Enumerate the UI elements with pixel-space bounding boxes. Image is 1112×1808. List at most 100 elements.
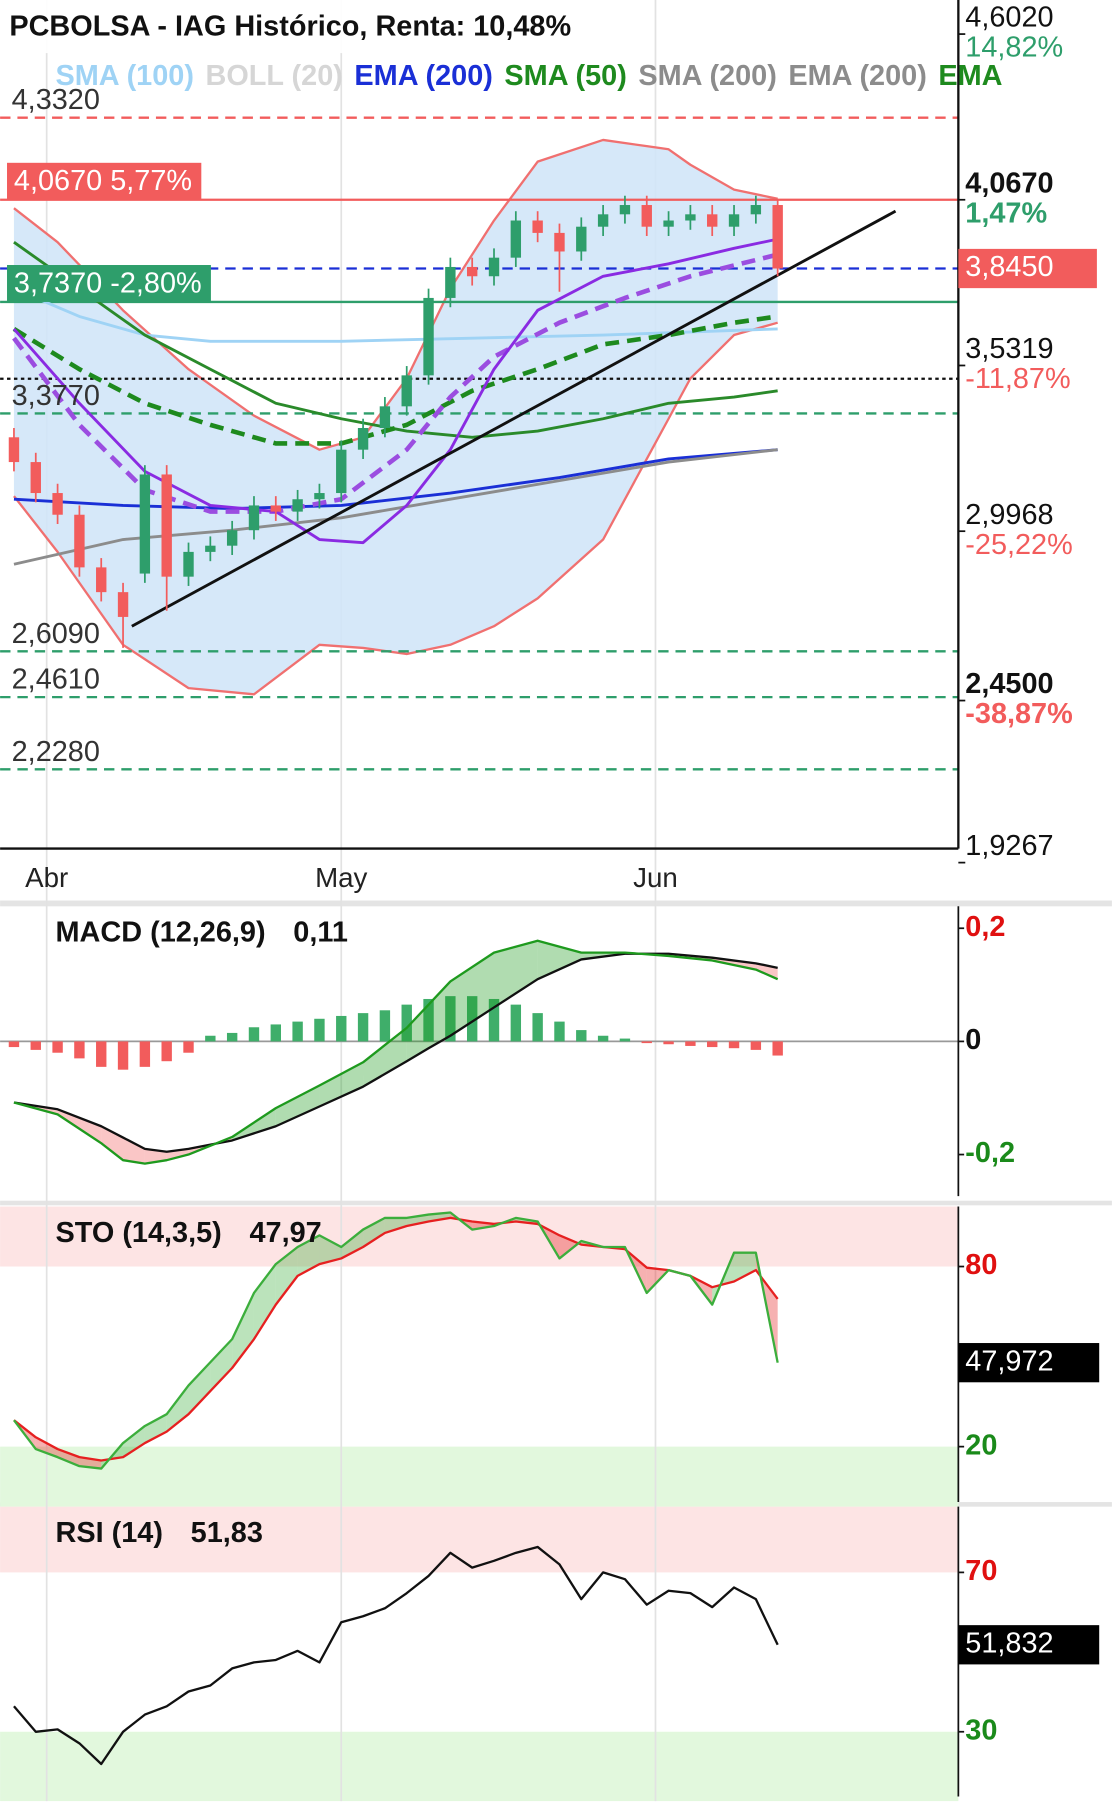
histogram-bar <box>466 996 478 1042</box>
last-price-label: 3,8450 <box>965 251 1053 283</box>
histogram-bar <box>139 1041 151 1067</box>
overlay-line <box>131 209 897 628</box>
histogram-bar <box>685 1041 696 1046</box>
candle-body <box>554 232 565 252</box>
candle-body <box>161 474 172 577</box>
legend-entry: EMA <box>938 60 1002 92</box>
candle-body <box>772 205 783 269</box>
indicator-label: MACD (12,26,9) <box>56 917 266 949</box>
legend-entry: SMA (50) <box>504 60 626 92</box>
macd-line <box>13 939 779 1165</box>
candle-body <box>357 428 369 450</box>
title-box <box>0 0 581 54</box>
y-tick-label: 4,6020 <box>965 2 1053 34</box>
histogram-bar <box>74 1041 85 1059</box>
y-tick-label: 1,9267 <box>965 830 1053 862</box>
y-tick-label: 20 <box>965 1429 997 1461</box>
candle-body <box>510 220 522 258</box>
candle-body <box>336 449 347 494</box>
histogram-bar <box>161 1041 172 1062</box>
candle-body <box>30 462 41 494</box>
candle-body <box>401 375 412 407</box>
histogram-bar <box>379 1010 391 1042</box>
legend-entry: BOLL (20) <box>206 60 343 92</box>
y-change-label: -38,87% <box>965 698 1073 730</box>
overlay-line <box>12 314 778 446</box>
candle-body <box>52 493 63 515</box>
level-label: 2,4610 <box>12 664 100 696</box>
candle-body <box>183 551 194 577</box>
y-tick-label: 3,5319 <box>965 333 1053 365</box>
x-tick-label: Jun <box>633 862 678 893</box>
candle-body <box>576 226 587 252</box>
candle-body <box>292 499 303 512</box>
candle-body <box>248 505 260 531</box>
bollinger-lower <box>13 321 778 696</box>
histogram-bar <box>772 1041 783 1056</box>
fill-between <box>210 1339 233 1392</box>
histogram-bar <box>728 1041 740 1049</box>
candle-body <box>423 297 434 376</box>
fill-between <box>319 1235 342 1265</box>
separator <box>0 900 1112 907</box>
histogram-bar <box>8 1041 20 1048</box>
indicator-readout: 51,83 <box>191 1517 263 1549</box>
candle-body <box>117 592 129 617</box>
level-label: 2,6090 <box>12 618 100 650</box>
histogram-bar <box>445 996 456 1042</box>
band <box>0 1206 959 1267</box>
fill-between <box>406 1004 429 1062</box>
candle-body <box>488 257 500 277</box>
y-change-label: 1,47% <box>965 197 1047 229</box>
separator <box>0 1200 1112 1206</box>
histogram-bar <box>117 1041 129 1070</box>
fill-between <box>428 981 451 1049</box>
legend-entry: EMA (200) <box>354 60 492 92</box>
histogram-bar <box>750 1041 762 1050</box>
histogram-bar <box>314 1018 325 1042</box>
y-tick-label: 0,2 <box>965 911 1005 943</box>
candle-body <box>379 406 391 429</box>
band <box>0 1731 959 1802</box>
candle-body <box>270 505 281 512</box>
fill-between <box>144 1414 167 1444</box>
legend-entry: SMA (100) <box>56 60 194 92</box>
level-label: 2,2280 <box>12 736 100 768</box>
level-label: 3,7370 -2,80% <box>14 267 202 299</box>
histogram-bar <box>401 1004 412 1042</box>
level-label-box <box>7 162 202 200</box>
histogram-bar <box>510 1004 522 1042</box>
y-tick-label: 2,4500 <box>965 668 1053 700</box>
y-tick-label: 4,0670 <box>965 167 1053 199</box>
indicator-readout: 47,97 <box>249 1217 321 1249</box>
x-tick-label: Abr <box>25 862 68 893</box>
fill-between <box>363 1217 385 1248</box>
fill-between <box>275 1247 298 1305</box>
histogram-bar <box>532 1013 543 1042</box>
fill-between <box>57 1449 80 1467</box>
fill-between <box>232 1292 254 1368</box>
y-tick-label: 70 <box>965 1555 997 1587</box>
candle-body <box>641 205 652 227</box>
fill-between <box>319 1062 364 1107</box>
histogram-bar <box>226 1032 238 1042</box>
band <box>0 1506 959 1573</box>
indicator-label: RSI (14) <box>56 1517 163 1549</box>
fill-between <box>494 940 538 1008</box>
last-value-label: 51,832 <box>965 1627 1053 1659</box>
fill-between <box>450 952 495 1036</box>
candle-body <box>96 567 107 593</box>
candle-body <box>707 214 718 227</box>
fill-between <box>341 1229 364 1259</box>
fill-between <box>123 1137 145 1164</box>
stochastic-k <box>13 1211 779 1470</box>
histogram-bar <box>52 1041 63 1053</box>
y-change-label: -11,87% <box>965 363 1070 395</box>
level-label: 4,0670 5,77% <box>14 165 192 197</box>
y-tick-label: 30 <box>965 1714 997 1746</box>
candle-body <box>532 220 543 233</box>
last-value-box <box>958 1625 1100 1665</box>
level-label-box <box>7 265 211 302</box>
